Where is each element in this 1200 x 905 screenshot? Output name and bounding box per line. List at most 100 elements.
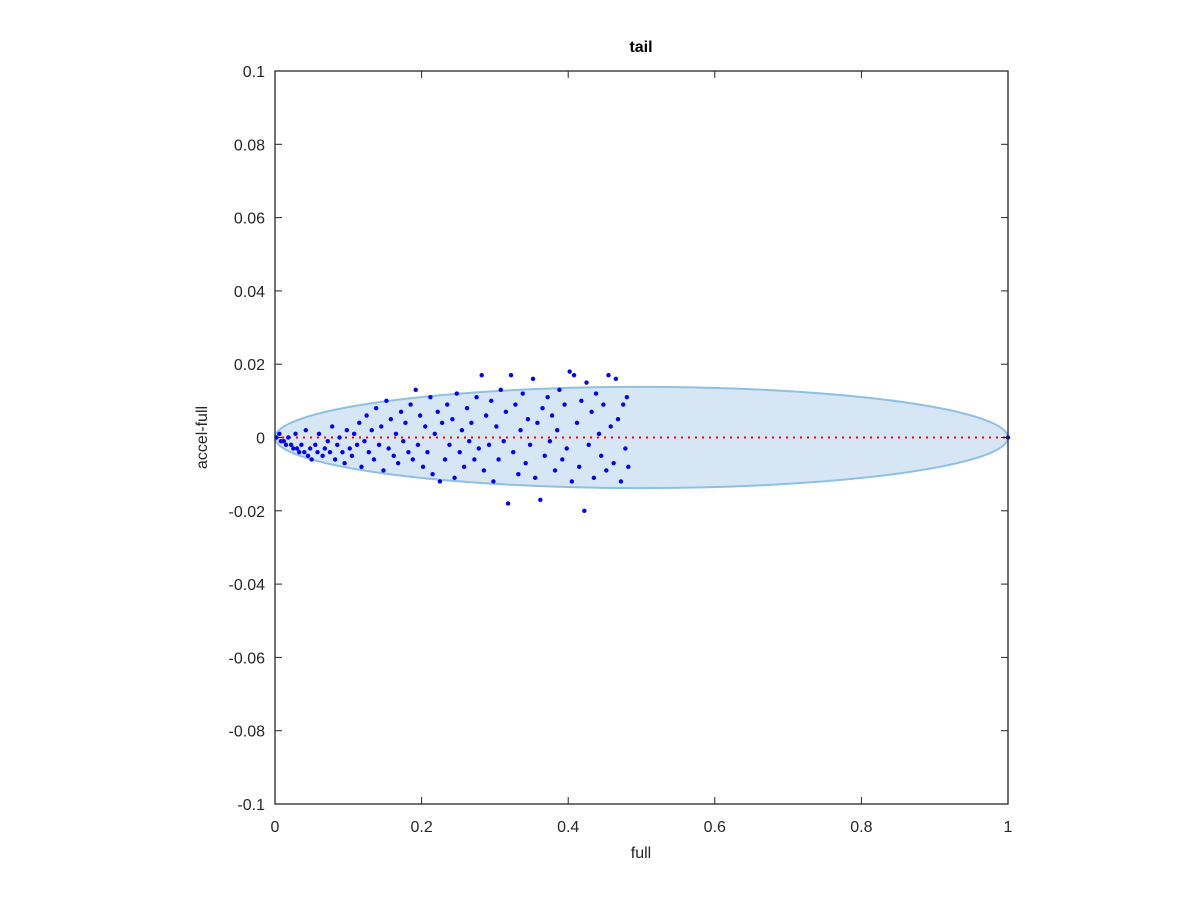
scatter-point bbox=[366, 449, 372, 455]
scatter-point bbox=[525, 416, 531, 422]
scatter-point bbox=[285, 435, 291, 440]
scatter-point bbox=[340, 449, 345, 455]
scatter-point bbox=[425, 449, 430, 455]
scatter-point bbox=[303, 427, 308, 433]
scatter-point bbox=[496, 457, 501, 462]
scatter-point bbox=[454, 391, 459, 396]
x-tick-label: 0 bbox=[271, 819, 280, 836]
scatter-point bbox=[479, 372, 484, 378]
scatter-point bbox=[533, 475, 538, 481]
scatter-point bbox=[447, 442, 452, 448]
y-axis-label: accel-full bbox=[194, 406, 211, 469]
scatter-point bbox=[309, 457, 314, 462]
scatter-point bbox=[357, 420, 362, 426]
scatter-point bbox=[474, 394, 479, 400]
scatter-point bbox=[347, 446, 352, 451]
scatter-point bbox=[545, 394, 550, 400]
scatter-point bbox=[538, 497, 543, 503]
scatter-point bbox=[589, 409, 594, 415]
scatter-point bbox=[547, 438, 553, 444]
scatter-point bbox=[486, 442, 492, 448]
scatter-point bbox=[417, 413, 423, 418]
scatter-point bbox=[624, 394, 630, 400]
scatter-point bbox=[535, 420, 540, 426]
scatter-point bbox=[393, 431, 399, 437]
scatter-point bbox=[608, 424, 613, 429]
scatter-point bbox=[423, 424, 428, 429]
scatter-point bbox=[574, 420, 580, 426]
scatter-point bbox=[371, 457, 377, 462]
scatter-point bbox=[296, 449, 302, 455]
scatter-point bbox=[322, 446, 328, 451]
scatter-point bbox=[452, 475, 457, 481]
scatter-point bbox=[369, 427, 374, 433]
scatter-point bbox=[552, 468, 558, 473]
scatter-point bbox=[351, 431, 357, 437]
scatter-point bbox=[467, 438, 472, 444]
scatter-point bbox=[481, 468, 487, 473]
scatter-point bbox=[586, 442, 591, 448]
scatter-point bbox=[606, 372, 611, 378]
scatter-point bbox=[593, 391, 599, 396]
scatter-point bbox=[555, 427, 560, 433]
scatter-point bbox=[364, 413, 369, 418]
scatter-point bbox=[520, 391, 525, 396]
scatter-point bbox=[277, 431, 282, 437]
scatter-point bbox=[560, 457, 565, 462]
y-tick-label: -0.02 bbox=[229, 504, 266, 521]
scatter-point bbox=[359, 464, 364, 470]
scatter-point bbox=[403, 420, 408, 426]
scatter-point bbox=[494, 424, 499, 429]
scatter-point bbox=[413, 387, 418, 393]
scatter-point bbox=[461, 464, 467, 470]
scatter-point bbox=[354, 442, 360, 448]
scatter-point bbox=[601, 402, 606, 407]
scatter-point bbox=[569, 479, 575, 484]
scatter-point bbox=[344, 427, 350, 433]
scatter-point bbox=[501, 438, 506, 444]
scatter-point bbox=[582, 508, 587, 513]
y-tick-label: -0.06 bbox=[229, 650, 266, 667]
scatter-point bbox=[584, 380, 589, 385]
scatter-point bbox=[542, 453, 547, 459]
scatter-point bbox=[564, 446, 569, 451]
scatter-point bbox=[302, 449, 307, 455]
scatter-point bbox=[293, 431, 298, 437]
scatter-point bbox=[332, 457, 338, 462]
scatter-point bbox=[489, 398, 494, 404]
scatter-point bbox=[379, 424, 384, 429]
scatter-point bbox=[325, 438, 330, 444]
scatter-point bbox=[391, 453, 396, 459]
scatter-point bbox=[518, 427, 523, 433]
scatter-point bbox=[442, 457, 448, 462]
y-tick-label: 0.02 bbox=[234, 357, 265, 374]
scatter-point bbox=[503, 409, 509, 415]
scatter-point bbox=[459, 427, 465, 433]
scatter-point bbox=[567, 369, 572, 374]
scatter-point bbox=[430, 471, 435, 477]
scatter-point bbox=[395, 460, 401, 466]
x-tick-label: 0.6 bbox=[704, 819, 726, 836]
scatter-point bbox=[307, 446, 313, 451]
scatter-point bbox=[386, 446, 391, 451]
scatter-point bbox=[508, 372, 514, 378]
x-tick-label: 1 bbox=[1004, 819, 1013, 836]
scatter-point bbox=[420, 464, 426, 470]
scatter-point bbox=[329, 424, 335, 429]
scatter-point bbox=[576, 464, 582, 470]
scatter-point bbox=[571, 372, 577, 378]
scatter-point bbox=[439, 420, 445, 426]
scatter-point bbox=[618, 479, 624, 484]
scatter-point bbox=[591, 475, 597, 481]
scatter-point bbox=[623, 446, 628, 451]
scatter-point bbox=[598, 453, 604, 459]
scatter-point bbox=[562, 402, 567, 407]
scatter-point bbox=[291, 446, 296, 451]
scatter-point bbox=[523, 460, 528, 466]
scatter-point bbox=[428, 394, 433, 400]
scatter-point bbox=[305, 453, 311, 459]
scatter-point bbox=[435, 409, 440, 415]
scatter-point bbox=[483, 413, 489, 418]
